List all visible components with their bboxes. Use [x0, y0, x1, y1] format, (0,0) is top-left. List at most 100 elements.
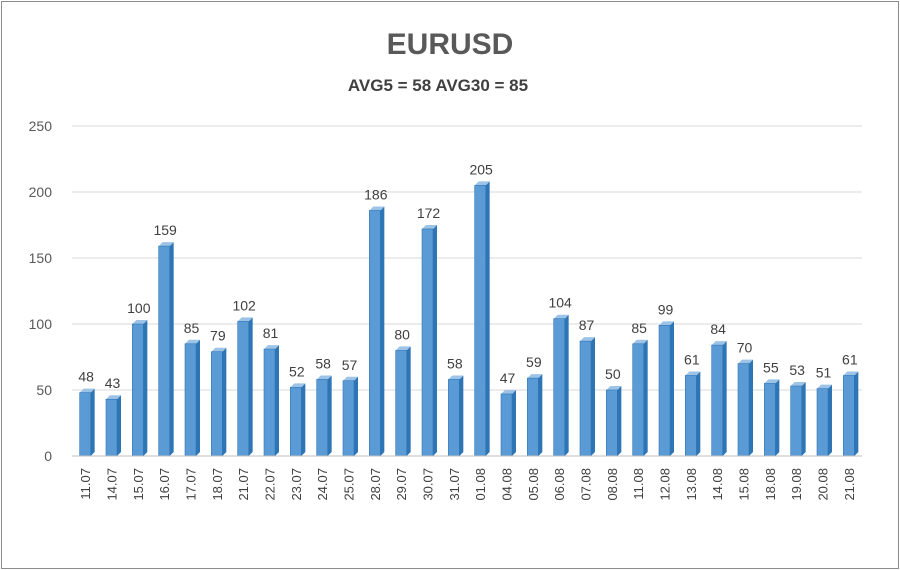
bar-side — [512, 389, 516, 456]
bar-side — [248, 317, 253, 456]
x-tick-label: 15.07 — [131, 468, 146, 501]
data-label: 87 — [579, 317, 595, 333]
bar-11.08 — [632, 339, 648, 457]
data-label: 43 — [105, 375, 121, 391]
data-label: 57 — [342, 357, 358, 373]
bar-23.07 — [290, 383, 306, 457]
x-tick-label: 11.08 — [631, 468, 646, 500]
bar — [132, 323, 144, 457]
data-label: 52 — [289, 363, 305, 379]
x-tick-label: 13.08 — [684, 468, 699, 501]
bar-top — [606, 386, 622, 390]
bar-top — [553, 314, 569, 319]
x-tick-label: 30.07 — [421, 468, 436, 501]
x-tick-label: 14.08 — [710, 468, 725, 501]
data-label: 50 — [605, 366, 621, 382]
bar-side — [696, 371, 701, 456]
data-label: 81 — [263, 325, 279, 341]
bar-top — [790, 382, 806, 387]
bar-side — [564, 314, 569, 456]
bar-side — [222, 347, 227, 456]
bar-24.07 — [316, 375, 332, 457]
bar-01.08 — [474, 181, 490, 457]
bar-28.07 — [369, 206, 385, 457]
bar-side — [854, 371, 859, 456]
bar-07.08 — [579, 337, 595, 457]
bar-top — [501, 389, 516, 394]
bar-top — [527, 374, 543, 379]
bar-side — [775, 379, 780, 456]
bar-side — [143, 320, 148, 456]
bar-18.07 — [211, 347, 227, 457]
bar-side — [90, 388, 95, 456]
x-tick-label: 31.07 — [447, 468, 462, 501]
bar-05.08 — [527, 374, 543, 457]
bar-top — [395, 346, 411, 351]
bar — [737, 363, 750, 457]
bar-19.08 — [790, 382, 806, 457]
bar-top — [580, 337, 595, 342]
data-label: 80 — [394, 326, 410, 342]
bar-top — [132, 320, 148, 324]
bar — [369, 210, 381, 457]
bar — [500, 393, 513, 457]
bar-top — [817, 384, 832, 389]
bar-side — [643, 339, 648, 456]
bar-top — [237, 317, 253, 322]
x-tick-label: 21.08 — [842, 468, 857, 501]
data-label: 47 — [500, 370, 516, 386]
data-label: 100 — [127, 300, 151, 316]
y-tick-label: 50 — [36, 382, 52, 398]
bar — [316, 379, 328, 457]
bar-11.07 — [79, 388, 95, 457]
bar — [816, 388, 829, 457]
data-label: 99 — [658, 301, 674, 317]
bar-side — [327, 375, 332, 456]
bar-side — [169, 242, 174, 456]
bar-13.08 — [685, 371, 701, 457]
x-tick-label: 01.08 — [473, 468, 488, 501]
x-tick-label: 21.07 — [236, 468, 251, 501]
x-tick-label: 18.08 — [763, 468, 778, 501]
bar — [764, 383, 776, 457]
data-label: 59 — [526, 354, 542, 370]
bar-22.07 — [263, 345, 279, 457]
bar-side — [433, 224, 437, 456]
bar-top — [422, 224, 437, 229]
bar-top — [843, 371, 859, 376]
y-tick-label: 200 — [29, 184, 53, 200]
x-tick-label: 11.07 — [78, 468, 93, 500]
bar — [474, 185, 486, 457]
bar-side — [801, 382, 806, 456]
bar-14.07 — [105, 395, 121, 457]
bar-21.07 — [237, 317, 253, 457]
bar-top — [764, 379, 780, 384]
bar — [790, 385, 802, 457]
bar-15.08 — [737, 359, 753, 457]
bar-top — [711, 341, 727, 346]
bar-top — [290, 383, 306, 388]
x-tick-label: 29.07 — [394, 468, 409, 501]
x-tick-label: 19.08 — [789, 468, 804, 501]
data-label: 102 — [232, 297, 256, 313]
chart-subtitle: AVG5 = 58 AVG30 = 85 — [347, 76, 529, 95]
bar — [843, 375, 855, 457]
bar-side — [117, 395, 121, 456]
x-tick-label: 17.07 — [184, 468, 199, 501]
bar-top — [448, 375, 464, 380]
bar-side — [485, 181, 490, 456]
bar-20.08 — [816, 384, 832, 457]
x-tick-label: 05.08 — [526, 468, 541, 501]
bar — [184, 343, 197, 457]
data-label: 85 — [184, 320, 200, 336]
bar-side — [196, 339, 200, 456]
bar-14.08 — [711, 341, 727, 457]
bar-side — [538, 374, 543, 456]
bar-top — [211, 347, 227, 352]
bar — [211, 351, 223, 457]
y-tick-label: 0 — [44, 448, 52, 464]
bar-side — [459, 375, 464, 456]
y-tick-label: 100 — [29, 316, 53, 332]
x-tick-label: 07.08 — [579, 468, 594, 501]
